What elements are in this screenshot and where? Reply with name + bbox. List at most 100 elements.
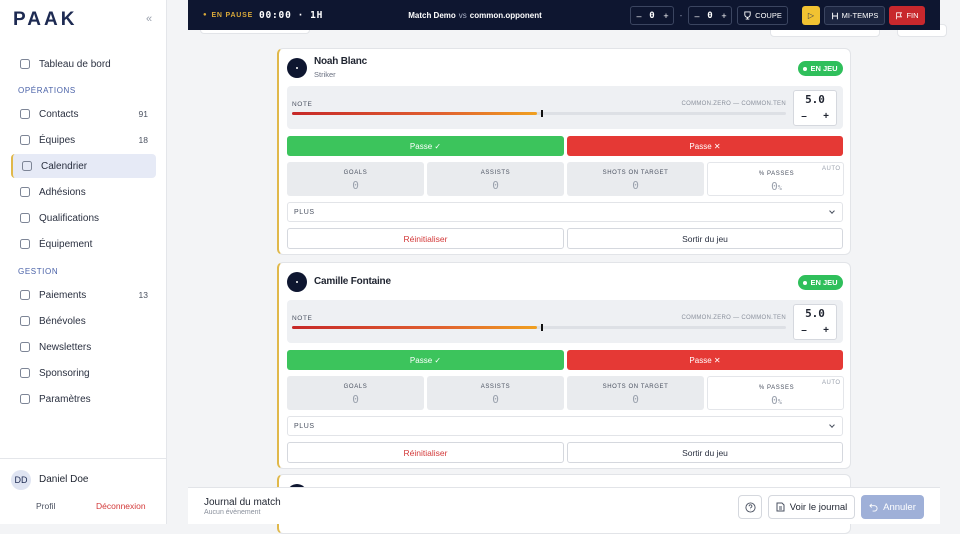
stat-cell[interactable]: GOALS 0 bbox=[287, 376, 424, 410]
nav-item[interactable]: Adhésions bbox=[11, 180, 156, 204]
document-icon bbox=[776, 502, 785, 512]
nav-item[interactable]: Paiements 13 bbox=[11, 283, 156, 307]
stat-cell: % PASSES 0% bbox=[707, 376, 844, 410]
nav-icon bbox=[20, 213, 30, 223]
end-label: FIN bbox=[906, 11, 919, 20]
player-card: Camille Fontaine EN JEU NOTE COMMON.ZERO — … bbox=[277, 262, 851, 469]
nav-label: Tableau de bord bbox=[39, 58, 111, 70]
view-journal-button[interactable]: Voir le journal bbox=[768, 495, 855, 519]
more-toggle[interactable]: PLUS bbox=[287, 202, 843, 222]
logo[interactable]: PAAK bbox=[13, 9, 78, 30]
nav-item[interactable]: Équipes 18 bbox=[11, 128, 156, 152]
nav-item[interactable]: Paramètres bbox=[11, 387, 156, 411]
nav-label: Qualifications bbox=[39, 212, 100, 224]
exit-button[interactable]: Sortir du jeu bbox=[567, 442, 843, 463]
player-position: Striker bbox=[314, 70, 336, 79]
halftime-button[interactable]: MI-TEMPS bbox=[824, 6, 885, 25]
home-team: Match Demo bbox=[408, 10, 456, 20]
pass-fail-button[interactable]: Passe ✕ bbox=[567, 136, 843, 156]
rating-minus[interactable]: – bbox=[801, 110, 807, 122]
home-score-control: – 0 + bbox=[630, 6, 674, 25]
nav-item[interactable]: Calendrier bbox=[11, 154, 156, 178]
nav-label: Adhésions bbox=[39, 186, 86, 198]
stat-number: 0 bbox=[771, 179, 778, 193]
rating-fill bbox=[292, 112, 537, 115]
divider bbox=[0, 458, 166, 459]
more-toggle[interactable]: PLUS bbox=[287, 416, 843, 436]
stat-cell: % PASSES 0% bbox=[707, 162, 844, 196]
nav-icon bbox=[20, 368, 30, 378]
rating-plus[interactable]: + bbox=[823, 324, 829, 336]
score-minus[interactable]: – bbox=[694, 10, 700, 21]
nav-item[interactable]: Qualifications bbox=[11, 206, 156, 230]
nav-label: Newsletters bbox=[39, 341, 92, 353]
section-title: OPÉRATIONS bbox=[18, 86, 76, 95]
nav-label: Sponsoring bbox=[39, 367, 90, 379]
clock: 00:00 bbox=[259, 9, 292, 21]
stat-cell[interactable]: SHOTS ON TARGET 0 bbox=[567, 162, 704, 196]
stat-value: 0 bbox=[427, 392, 564, 406]
stat-label: SHOTS ON TARGET bbox=[602, 170, 669, 176]
stat-cell[interactable]: GOALS 0 bbox=[287, 162, 424, 196]
match-clock: 00:00 · 1H bbox=[259, 0, 323, 30]
rating-plus[interactable]: + bbox=[823, 110, 829, 122]
stat-cell[interactable]: ASSISTS 0 bbox=[427, 162, 564, 196]
end-button[interactable]: FIN bbox=[889, 6, 925, 25]
score-plus[interactable]: + bbox=[663, 10, 669, 21]
stat-cell[interactable]: ASSISTS 0 bbox=[427, 376, 564, 410]
halftime-label: MI-TEMPS bbox=[841, 11, 879, 20]
exit-button[interactable]: Sortir du jeu bbox=[567, 228, 843, 249]
icon-shape bbox=[20, 290, 30, 300]
help-button[interactable] bbox=[738, 495, 762, 519]
icon-shape bbox=[20, 239, 30, 249]
cup-icon bbox=[744, 11, 751, 20]
stat-value: 0 bbox=[427, 179, 564, 192]
pass-success-button[interactable]: Passe ✓ bbox=[287, 350, 564, 370]
cancel-button[interactable]: Annuler bbox=[861, 495, 924, 519]
nav-icon bbox=[20, 135, 30, 145]
avatar-dot bbox=[296, 67, 298, 69]
status-badge: EN JEU bbox=[798, 61, 843, 76]
match-title: Match Demo vs common.opponent bbox=[375, 0, 575, 30]
more-label: PLUS bbox=[294, 422, 315, 430]
match-status: ● EN PAUSE bbox=[203, 0, 253, 30]
nav-icon bbox=[20, 342, 30, 352]
score-value: 0 bbox=[707, 10, 713, 21]
journal-bar: Journal du match Aucun évènement Voir le… bbox=[188, 487, 940, 524]
nav-item[interactable]: Bénévoles bbox=[11, 309, 156, 333]
rating-thumb bbox=[541, 110, 543, 117]
profile-link[interactable]: Profil bbox=[36, 501, 56, 511]
stat-value: 0 bbox=[567, 179, 704, 192]
stat-label: GOALS bbox=[343, 170, 368, 176]
logout-link[interactable]: Déconnexion bbox=[96, 501, 146, 511]
nav-item[interactable]: Newsletters bbox=[11, 335, 156, 359]
stat-number: 0 bbox=[492, 392, 499, 406]
stat-value: 0% bbox=[708, 179, 845, 193]
nav-item[interactable]: Sponsoring bbox=[11, 361, 156, 385]
score-minus[interactable]: – bbox=[636, 10, 642, 21]
reset-button[interactable]: Réinitialiser bbox=[287, 228, 564, 249]
cup-button[interactable]: COUPE bbox=[737, 6, 788, 25]
pass-fail-button[interactable]: Passe ✕ bbox=[567, 350, 843, 370]
play-button[interactable]: ▷ bbox=[802, 6, 820, 25]
player-avatar bbox=[287, 272, 307, 292]
stat-cell[interactable]: SHOTS ON TARGET 0 bbox=[567, 376, 704, 410]
score-plus[interactable]: + bbox=[721, 10, 727, 21]
rating-control: 5.0 – + bbox=[793, 90, 837, 126]
reset-button[interactable]: Réinitialiser bbox=[287, 442, 564, 463]
nav-item[interactable]: Équipement bbox=[11, 232, 156, 256]
chevron bbox=[829, 208, 835, 214]
pass-success-button[interactable]: Passe ✓ bbox=[287, 136, 564, 156]
sidebar: PAAK « DD Daniel Doe Profil Déconnexion … bbox=[0, 0, 167, 524]
nav-item[interactable]: Contacts 91 bbox=[11, 102, 156, 126]
status-badge: EN JEU bbox=[798, 275, 843, 290]
nav-item[interactable]: Tableau de bord bbox=[11, 52, 156, 76]
icon-shape bbox=[20, 342, 30, 352]
collapse-button[interactable]: « bbox=[146, 13, 153, 25]
period: 1H bbox=[310, 9, 324, 21]
rating-control: 5.0 – + bbox=[793, 304, 837, 340]
icon-shape bbox=[20, 59, 30, 69]
player-name: Noah Blanc bbox=[314, 56, 368, 67]
rating-minus[interactable]: – bbox=[801, 324, 807, 336]
nav-label: Équipement bbox=[39, 238, 93, 250]
